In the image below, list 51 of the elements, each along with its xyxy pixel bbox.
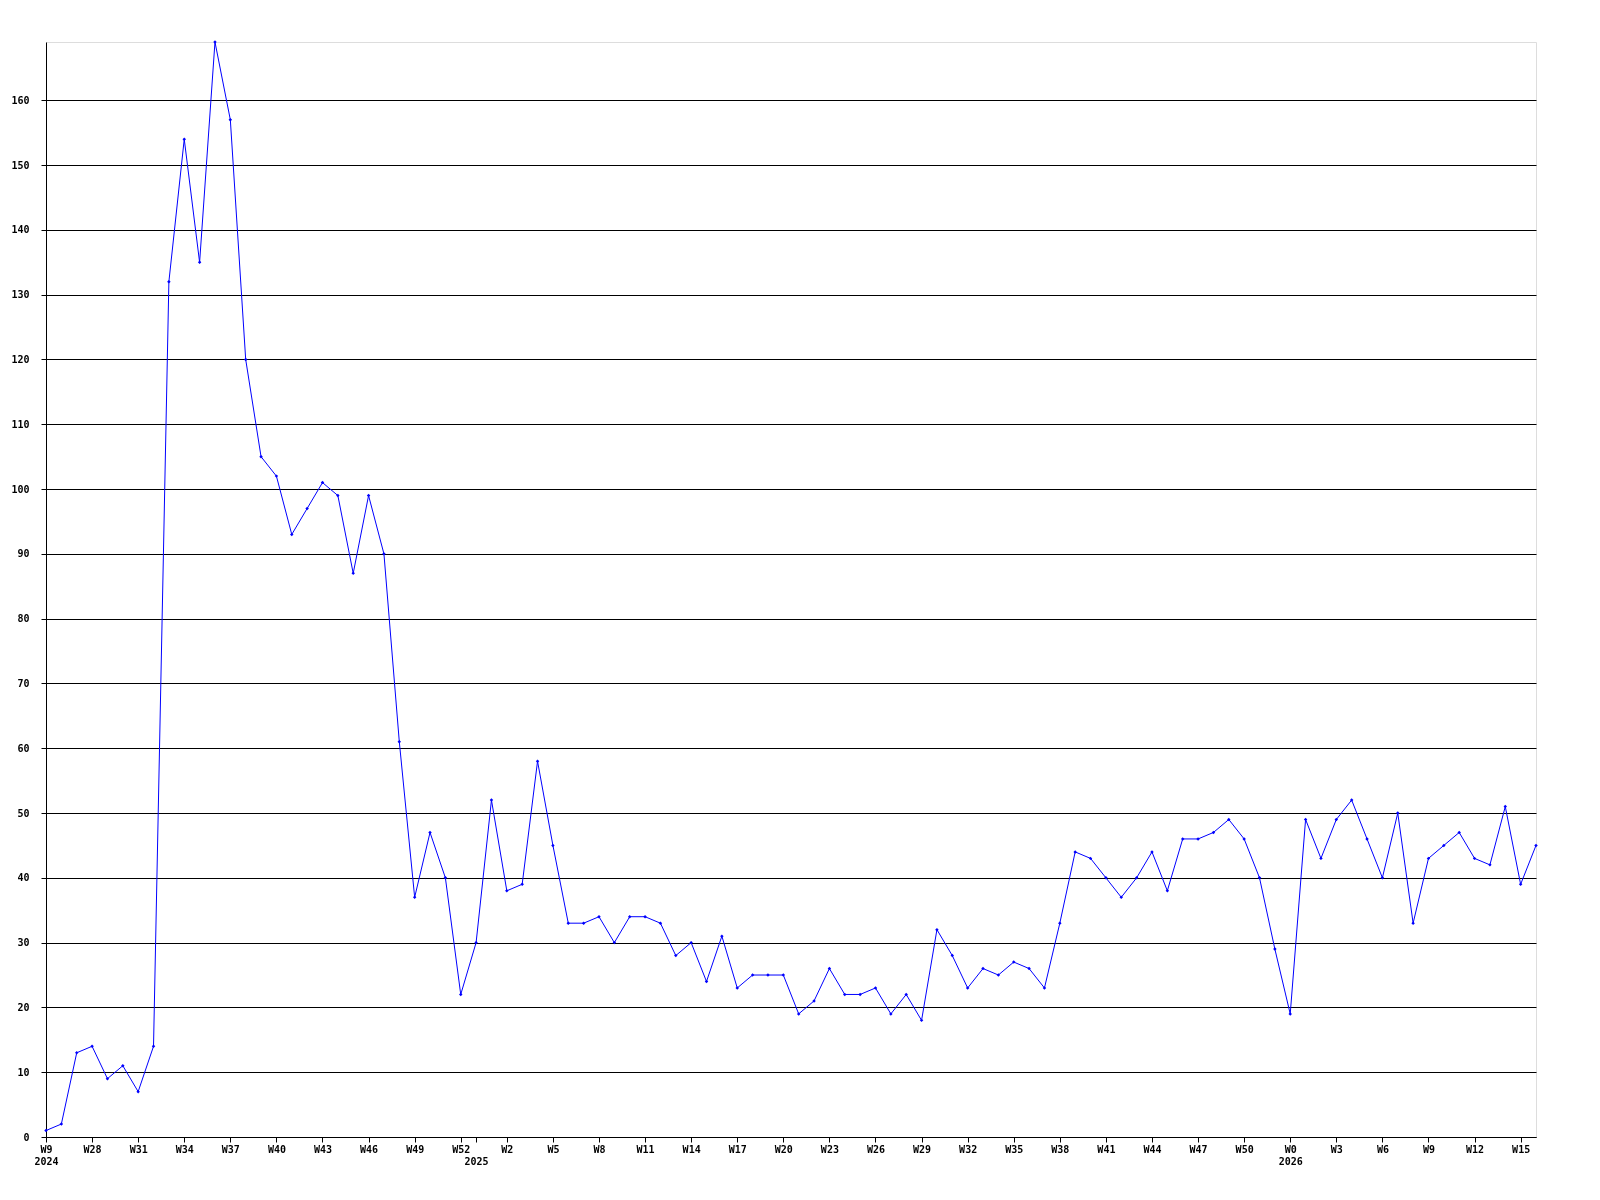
x-tick-label: W8: [593, 1143, 606, 1155]
y-tick-label: 70: [17, 677, 30, 689]
x-tick-label: W32: [959, 1143, 978, 1155]
y-tick-label: 150: [11, 159, 30, 171]
x-tick-label: W26: [866, 1143, 886, 1155]
y-tick-label: 60: [17, 742, 30, 754]
x-tick-label: W37: [221, 1143, 240, 1155]
x-tick-label: W20: [774, 1143, 793, 1155]
x-tick-label: W6: [1376, 1143, 1389, 1155]
x-tick-label: 2025: [464, 1155, 489, 1167]
x-tick-label: W47: [1189, 1143, 1208, 1155]
y-tick-label: 20: [17, 1001, 30, 1013]
x-tick-label: W50: [1235, 1143, 1254, 1155]
x-tick-label: W2: [501, 1143, 514, 1155]
x-tick-label: W5: [547, 1143, 560, 1155]
x-tick-label: W31: [129, 1143, 148, 1155]
y-tick-label: 80: [17, 613, 30, 625]
x-tick-label: W40: [267, 1143, 286, 1155]
y-tick-label: 30: [17, 937, 30, 949]
x-tick-label: W14: [682, 1143, 701, 1155]
x-tick-label: W38: [1051, 1143, 1070, 1155]
x-tick-label: W9 2024: [34, 1143, 59, 1167]
x-tick-label: W29: [913, 1143, 932, 1155]
x-tick-label: W49: [406, 1143, 425, 1155]
x-tick-label: W34: [175, 1143, 194, 1155]
y-tick-label: 90: [17, 548, 30, 560]
x-tick-label: W44: [1143, 1143, 1162, 1155]
x-tick-label: W3: [1330, 1143, 1343, 1155]
x-tick-label: W17: [728, 1143, 747, 1155]
x-tick-label: W52: [452, 1143, 471, 1155]
x-tick-label: W12: [1466, 1143, 1485, 1155]
y-tick-label: 100: [11, 483, 30, 495]
y-tick-label: 50: [17, 807, 30, 819]
x-tick-label: W41: [1097, 1143, 1116, 1155]
x-tick-label: W43: [313, 1143, 333, 1155]
x-tick-label: W35: [1005, 1143, 1024, 1155]
x-tick-label: W28: [83, 1143, 102, 1155]
x-tick-label: W11: [636, 1143, 655, 1155]
y-tick-label: 40: [17, 872, 30, 884]
y-tick-label: 130: [11, 289, 30, 301]
y-tick-label: 10: [17, 1066, 30, 1078]
y-tick-label: 110: [11, 418, 30, 430]
y-tick-label: 0: [23, 1131, 30, 1143]
x-tick-label: W46: [360, 1143, 379, 1155]
y-tick-label: 120: [11, 353, 30, 365]
y-tick-label: 140: [11, 224, 30, 236]
x-tick-label: W15: [1512, 1143, 1531, 1155]
x-tick-label: W23: [820, 1143, 839, 1155]
x-tick-label: W9: [1422, 1143, 1435, 1155]
y-tick-label: 160: [11, 94, 30, 106]
x-tick-label: W0 2026: [1278, 1143, 1303, 1167]
